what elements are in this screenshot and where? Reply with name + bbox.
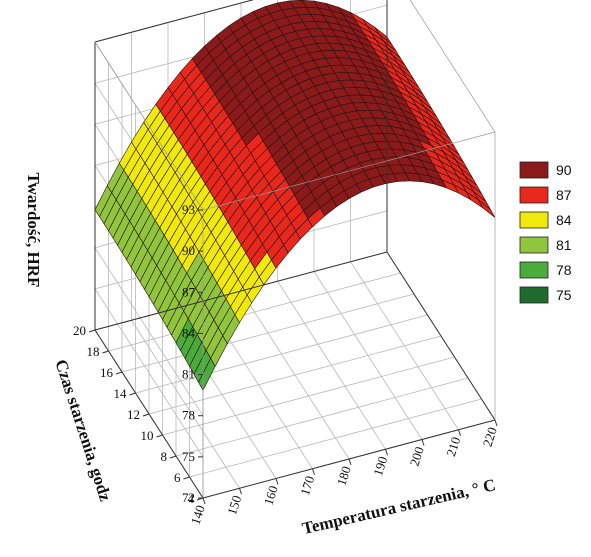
y-tick-mark [102,350,109,354]
x-tick-label: 180 [334,464,354,487]
legend-swatch [519,186,549,204]
x-tick-mark [348,458,352,466]
legend-swatch [519,161,549,179]
legend: 90 87 84 81 78 75 [519,161,572,304]
x-tick-mark [312,468,315,475]
x-tick-label: 140 [188,503,208,526]
z-tick-label: 87 [182,284,196,299]
floor-gridline [148,335,442,415]
y-tick-mark [183,476,190,480]
y-tick-mark [169,455,177,459]
x-tick-label: 190 [370,455,390,478]
frame-edge [202,131,496,211]
floor-gridline [162,356,455,436]
y-tick-label: 12 [127,407,140,422]
frame-edge [386,251,496,421]
x-tick-mark [458,429,461,436]
z-tick-label: 93 [182,202,195,217]
floor-gridline [121,293,415,373]
y-tick-label: 20 [73,323,86,338]
x-tick-mark [202,497,206,505]
x-tick-label: 150 [224,494,244,517]
legend-label: 90 [556,162,572,178]
floor-gridline [108,272,401,352]
wall-gridline [94,288,204,458]
legend-swatch [519,211,549,229]
floor-gridline [189,398,482,478]
legend-swatch [519,286,549,304]
floor-gridline [135,314,428,394]
legend-label: 87 [556,187,572,203]
z-tick-label: 84 [182,325,196,340]
frame-edge [94,0,255,43]
frame-edge [94,41,204,211]
y-tick-mark [115,371,123,375]
y-tick-label: 6 [174,470,181,485]
y-tick-label: 10 [141,428,154,443]
legend-label: 81 [556,237,572,253]
frame-edge [409,0,496,133]
surface-plot [94,0,496,391]
x-tick-label: 200 [407,445,427,468]
floor-gridline [175,377,469,457]
x-axis-title: Temperatura starzenia, ° C [300,475,497,538]
y-tick-label: 16 [100,365,114,380]
x-tick-mark [275,478,279,485]
y-tick-mark [156,434,163,438]
x-tick-mark [385,449,388,456]
y-tick-mark [142,413,150,417]
x-tick-label: 170 [297,474,317,497]
y-tick-mark [129,392,136,396]
x-tick-mark [421,439,425,446]
x-tick-mark [494,419,498,427]
frame-edge [94,251,388,331]
wall-gridline [94,247,204,416]
z-axis-title: Twardość, HRF [24,173,43,288]
z-tick-label: 90 [182,243,195,258]
surface-facet [477,199,496,218]
legend-swatch [519,261,549,279]
z-tick-label: 81 [182,367,195,382]
y-tick-label: 8 [161,449,168,464]
legend-swatch [519,236,549,254]
x-tick-label: 220 [480,425,500,448]
y-tick-label: 14 [114,386,128,401]
legend-label: 84 [556,212,572,228]
z-tick-label: 78 [182,408,195,423]
y-tick-label: 4 [188,491,195,506]
legend-label: 75 [556,287,572,303]
z-tick-label: 72 [182,490,195,505]
x-tick-label: 160 [261,484,281,507]
legend-label: 78 [556,262,572,278]
z-tick-label: 75 [182,449,195,464]
y-tick-mark [196,497,204,501]
y-tick-label: 18 [87,344,100,359]
y-tick-mark [88,329,96,333]
x-tick-mark [239,488,242,495]
x-tick-label: 210 [443,435,463,458]
